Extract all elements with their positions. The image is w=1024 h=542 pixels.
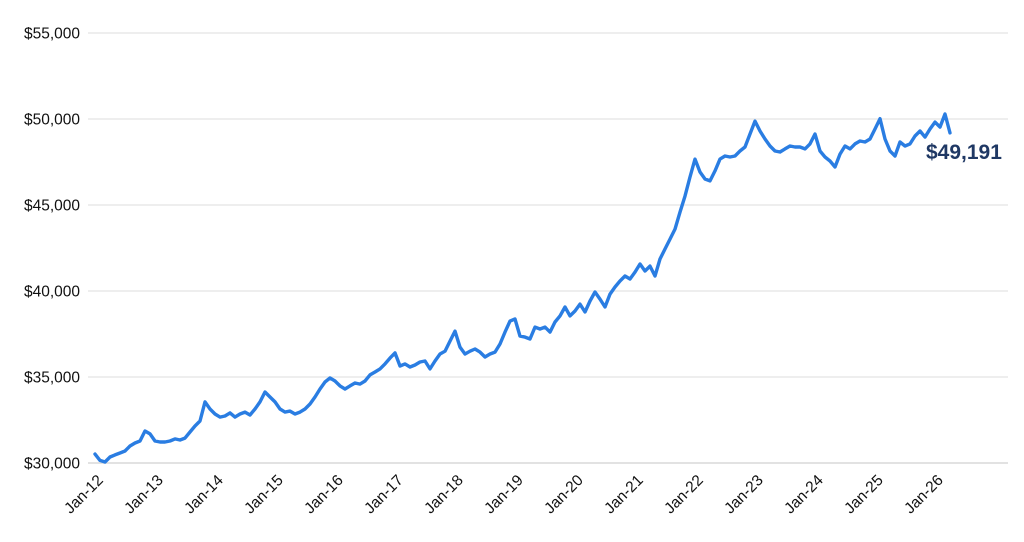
x-axis-label: Jan-15 — [241, 472, 287, 518]
x-axis-label: Jan-20 — [541, 472, 587, 518]
x-axis-label: Jan-16 — [301, 472, 347, 518]
x-axis-label: Jan-12 — [61, 472, 107, 518]
y-axis-label: $30,000 — [24, 456, 80, 473]
x-axis-label: Jan-24 — [781, 472, 827, 518]
y-axis-label: $55,000 — [24, 26, 80, 43]
x-axis-label: Jan-18 — [421, 472, 467, 518]
x-axis-label: Jan-25 — [841, 472, 887, 518]
y-axis-label: $50,000 — [24, 112, 80, 129]
y-axis-label: $45,000 — [24, 198, 80, 215]
x-axis-label: Jan-22 — [661, 472, 707, 518]
y-axis-label: $35,000 — [24, 370, 80, 387]
x-axis-label: Jan-17 — [361, 472, 407, 518]
y-axis-label: $40,000 — [24, 284, 80, 301]
price-line — [93, 112, 952, 464]
x-axis-label: Jan-23 — [721, 472, 767, 518]
x-axis-label: Jan-21 — [601, 472, 647, 518]
x-axis-label: Jan-26 — [901, 472, 947, 518]
end-value-label: $49,191 — [926, 141, 1002, 164]
x-axis-label: Jan-13 — [121, 472, 167, 518]
x-axis-label: Jan-19 — [481, 472, 527, 518]
x-axis-label: Jan-14 — [181, 472, 227, 518]
